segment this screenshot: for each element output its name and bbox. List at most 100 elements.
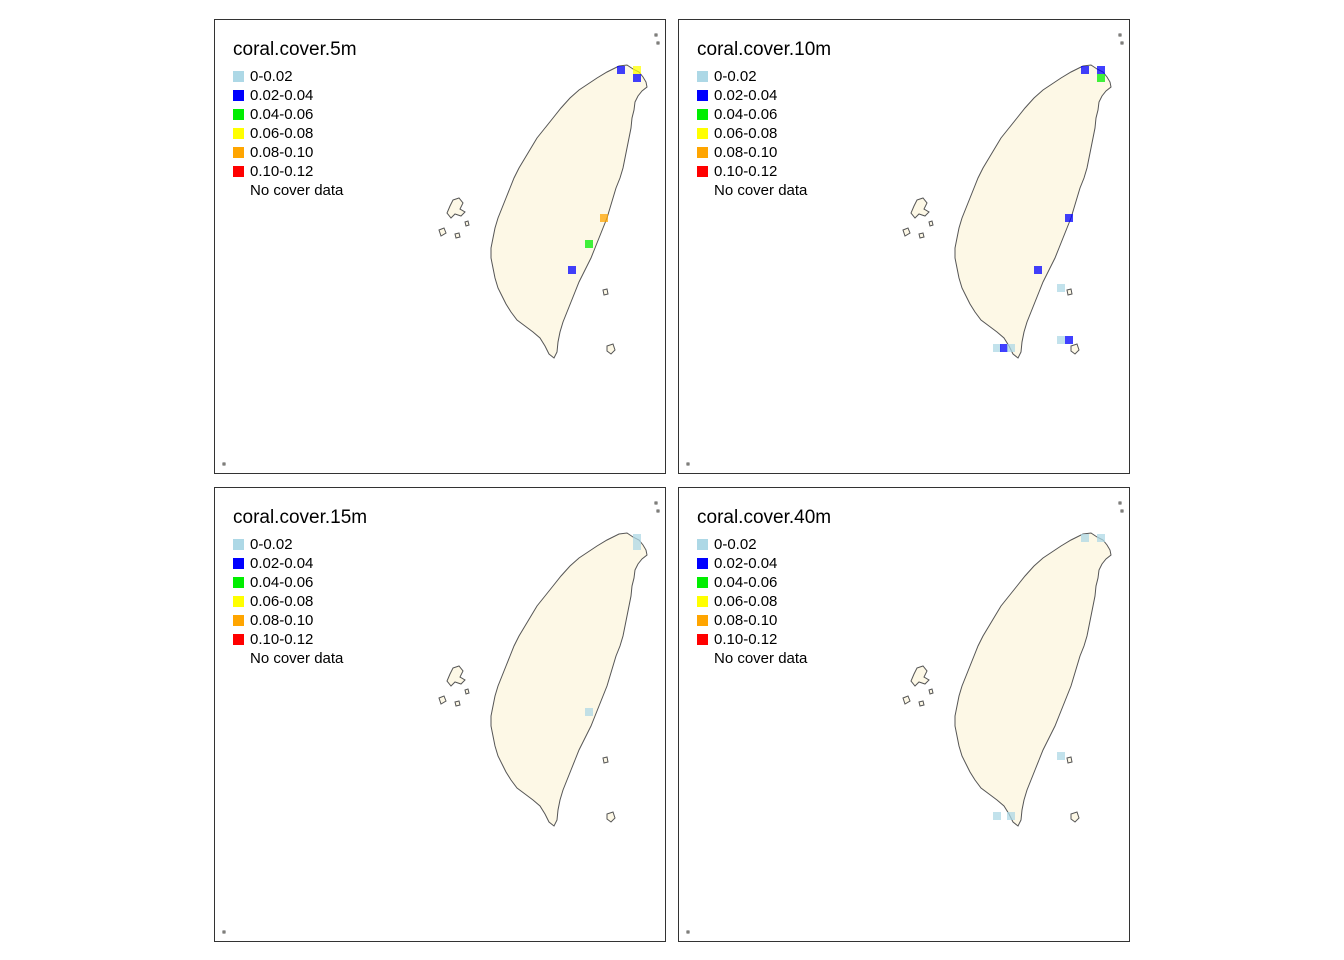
legend-item: 0.06-0.08 — [697, 124, 831, 143]
outlying-island — [464, 220, 470, 227]
outlying-island — [686, 462, 690, 466]
legend-swatch — [697, 185, 708, 196]
site-marker-south-tip-center — [1007, 812, 1015, 820]
legend-item: 0.08-0.10 — [233, 611, 367, 630]
site-marker-north-coast-2 — [1097, 534, 1105, 542]
legend-item: 0.10-0.12 — [233, 630, 367, 649]
legend-swatch — [233, 90, 244, 101]
legend-label: 0.10-0.12 — [250, 631, 314, 648]
outlying-island — [602, 756, 609, 764]
legend-label: 0.10-0.12 — [714, 163, 778, 180]
outlying-island — [686, 930, 690, 934]
legend-label: 0.08-0.10 — [250, 612, 314, 629]
site-marker-east-coast-middle — [585, 240, 593, 248]
legend-title: coral.cover.40m — [697, 507, 832, 528]
legend-swatch — [233, 634, 244, 645]
legend-label: 0-0.02 — [250, 68, 293, 85]
legend-item: 0.06-0.08 — [233, 124, 357, 143]
legend-label: 0.04-0.06 — [714, 574, 778, 591]
legend-item: 0.10-0.12 — [233, 162, 357, 181]
legend-item: 0.04-0.06 — [233, 105, 357, 124]
legend-item: No cover data — [697, 649, 831, 668]
site-marker-northeast-1 — [633, 534, 641, 542]
outlying-island — [918, 700, 925, 707]
legend-item: 0.06-0.08 — [697, 592, 831, 611]
outlying-island — [1066, 756, 1073, 764]
site-marker-east-coast-lower — [568, 266, 576, 274]
outlying-island — [910, 665, 930, 687]
legend-swatch — [697, 539, 708, 550]
legend-item: 0.08-0.10 — [697, 611, 831, 630]
legend-swatch — [233, 577, 244, 588]
outlying-island — [222, 930, 226, 934]
taiwan-main-island — [490, 532, 648, 827]
legend-label: 0.06-0.08 — [714, 125, 778, 142]
legend-item: 0.02-0.04 — [697, 554, 831, 573]
site-marker-orchid-island-2 — [1065, 336, 1073, 344]
taiwan-map — [686, 33, 1124, 466]
legend-label: 0.08-0.10 — [250, 144, 314, 161]
legend-item: 0.02-0.04 — [697, 86, 831, 105]
legend-swatch — [697, 653, 708, 664]
legend-item: 0-0.02 — [233, 535, 367, 554]
legend-title: coral.cover.15m — [233, 507, 368, 528]
site-marker-north-coast-2 — [633, 66, 641, 74]
legend-item: No cover data — [233, 181, 357, 200]
legend-swatch — [697, 596, 708, 607]
outlying-island — [606, 343, 616, 355]
legend-swatch — [233, 539, 244, 550]
legend-label: 0.06-0.08 — [250, 593, 314, 610]
outlying-island — [602, 288, 609, 296]
outlying-island — [454, 700, 461, 707]
outlying-island — [1120, 509, 1124, 513]
map-panel-10m: coral.cover.10m 0-0.02 0.02-0.04 0.04-0.06 0… — [678, 19, 1130, 474]
map-panel-40m: coral.cover.40m 0-0.02 0.02-0.04 0.04-0.06 0… — [678, 487, 1130, 942]
legend-swatch — [697, 109, 708, 120]
legend-label: 0.08-0.10 — [714, 612, 778, 629]
outlying-island — [438, 227, 447, 237]
outlying-island — [1118, 33, 1122, 37]
legend-item: 0-0.02 — [233, 67, 357, 86]
legend-swatch — [697, 71, 708, 82]
site-marker-north-coast-1 — [1081, 534, 1089, 542]
legend-swatch — [233, 147, 244, 158]
map-panel-5m: coral.cover.5m 0-0.02 0.02-0.04 0.04-0.06 0.… — [214, 19, 666, 474]
legend-label: No cover data — [714, 182, 808, 199]
legend-item: 0.02-0.04 — [233, 554, 367, 573]
legend-swatch — [233, 596, 244, 607]
site-marker-east-coast-lower — [1034, 266, 1042, 274]
legend-swatch — [697, 558, 708, 569]
site-marker-north-coast-1 — [1081, 66, 1089, 74]
legend-item: 0.04-0.06 — [697, 573, 831, 592]
outlying-island — [656, 41, 660, 45]
outlying-island — [654, 501, 658, 505]
map-legend: coral.cover.5m 0-0.02 0.02-0.04 0.04-0.06 0.… — [233, 39, 357, 200]
legend-swatch — [233, 109, 244, 120]
legend-swatch — [697, 166, 708, 177]
legend-item: No cover data — [697, 181, 831, 200]
taiwan-map — [222, 33, 660, 466]
taiwan-main-island — [954, 532, 1112, 827]
site-marker-south-tip-west — [993, 344, 1001, 352]
outlying-island — [656, 509, 660, 513]
outlying-island — [1120, 41, 1124, 45]
legend-item: No cover data — [233, 649, 367, 668]
legend-swatch — [233, 71, 244, 82]
site-marker-north-coast-1 — [617, 66, 625, 74]
legend-label: No cover data — [250, 182, 344, 199]
legend-item: 0.04-0.06 — [697, 105, 831, 124]
taiwan-map — [686, 501, 1124, 934]
site-marker-green-island — [1057, 284, 1065, 292]
outlying-island — [902, 695, 911, 705]
site-marker-northeast-2 — [633, 542, 641, 550]
legend-label: 0.02-0.04 — [714, 555, 778, 572]
legend-label: 0.04-0.06 — [250, 106, 314, 123]
site-marker-northeast-cape — [633, 74, 641, 82]
map-legend: coral.cover.40m 0-0.02 0.02-0.04 0.04-0.06 0… — [697, 507, 831, 668]
outlying-island — [1070, 343, 1080, 355]
site-marker-north-coast-2 — [1097, 66, 1105, 74]
legend-label: No cover data — [250, 650, 344, 667]
legend-swatch — [697, 634, 708, 645]
legend-label: 0.04-0.06 — [250, 574, 314, 591]
site-marker-south-tip-west — [993, 812, 1001, 820]
